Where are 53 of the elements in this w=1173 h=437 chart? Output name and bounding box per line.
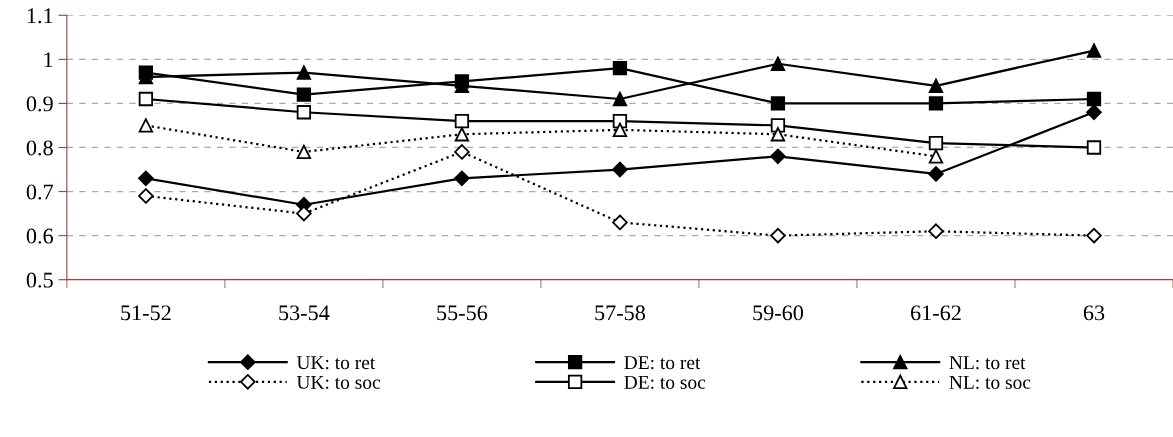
point <box>770 127 786 142</box>
point <box>1086 91 1102 107</box>
point <box>454 113 470 129</box>
point <box>770 96 786 111</box>
point <box>296 65 312 80</box>
point <box>612 122 628 138</box>
y-tick-label: 0.5 <box>26 272 53 288</box>
legend-label: NL: to ret <box>949 356 1026 370</box>
point <box>296 87 312 102</box>
legend-label: UK: to ret <box>296 356 376 370</box>
point <box>928 96 944 111</box>
point <box>138 118 154 133</box>
y-tick-label: 0.7 <box>26 184 54 200</box>
x-tick-label: 59-60 <box>753 305 804 321</box>
x-tick-label: 63 <box>1083 305 1105 321</box>
y-tick-label: 1 <box>44 52 53 68</box>
point <box>770 56 786 71</box>
point <box>1086 104 1102 121</box>
point <box>928 166 944 182</box>
point <box>928 135 944 151</box>
point <box>138 91 154 107</box>
point <box>1086 227 1102 244</box>
legend-label: DE: to soc <box>624 375 706 389</box>
point <box>454 170 470 187</box>
point <box>928 78 944 93</box>
y-tick-label: 0.8 <box>26 140 53 156</box>
point <box>454 144 470 160</box>
y-tick-label: 1.1 <box>27 8 53 24</box>
point <box>1086 43 1102 58</box>
x-tick-label: 55-56 <box>437 305 488 321</box>
point <box>1086 140 1102 155</box>
point <box>612 161 628 178</box>
point <box>612 91 628 107</box>
point <box>296 144 312 160</box>
legend-label: UK: to soc <box>296 375 381 389</box>
point <box>928 149 944 164</box>
y-tick-label: 0.6 <box>26 228 53 244</box>
x-tick-label: 61-62 <box>911 305 961 321</box>
point <box>928 223 944 239</box>
point <box>612 214 628 231</box>
point <box>454 127 470 142</box>
point <box>612 61 628 76</box>
x-tick-label: 51-52 <box>121 305 171 321</box>
point <box>296 105 312 120</box>
point <box>770 148 786 165</box>
legend-label: NL: to soc <box>949 375 1031 389</box>
legend-label: DE: to ret <box>624 356 701 370</box>
point <box>770 227 786 244</box>
x-tick-label: 57-58 <box>595 305 646 321</box>
point <box>138 188 154 204</box>
point <box>138 170 154 187</box>
y-tick-label: 0.9 <box>26 96 53 112</box>
x-tick-label: 53-54 <box>279 305 330 321</box>
